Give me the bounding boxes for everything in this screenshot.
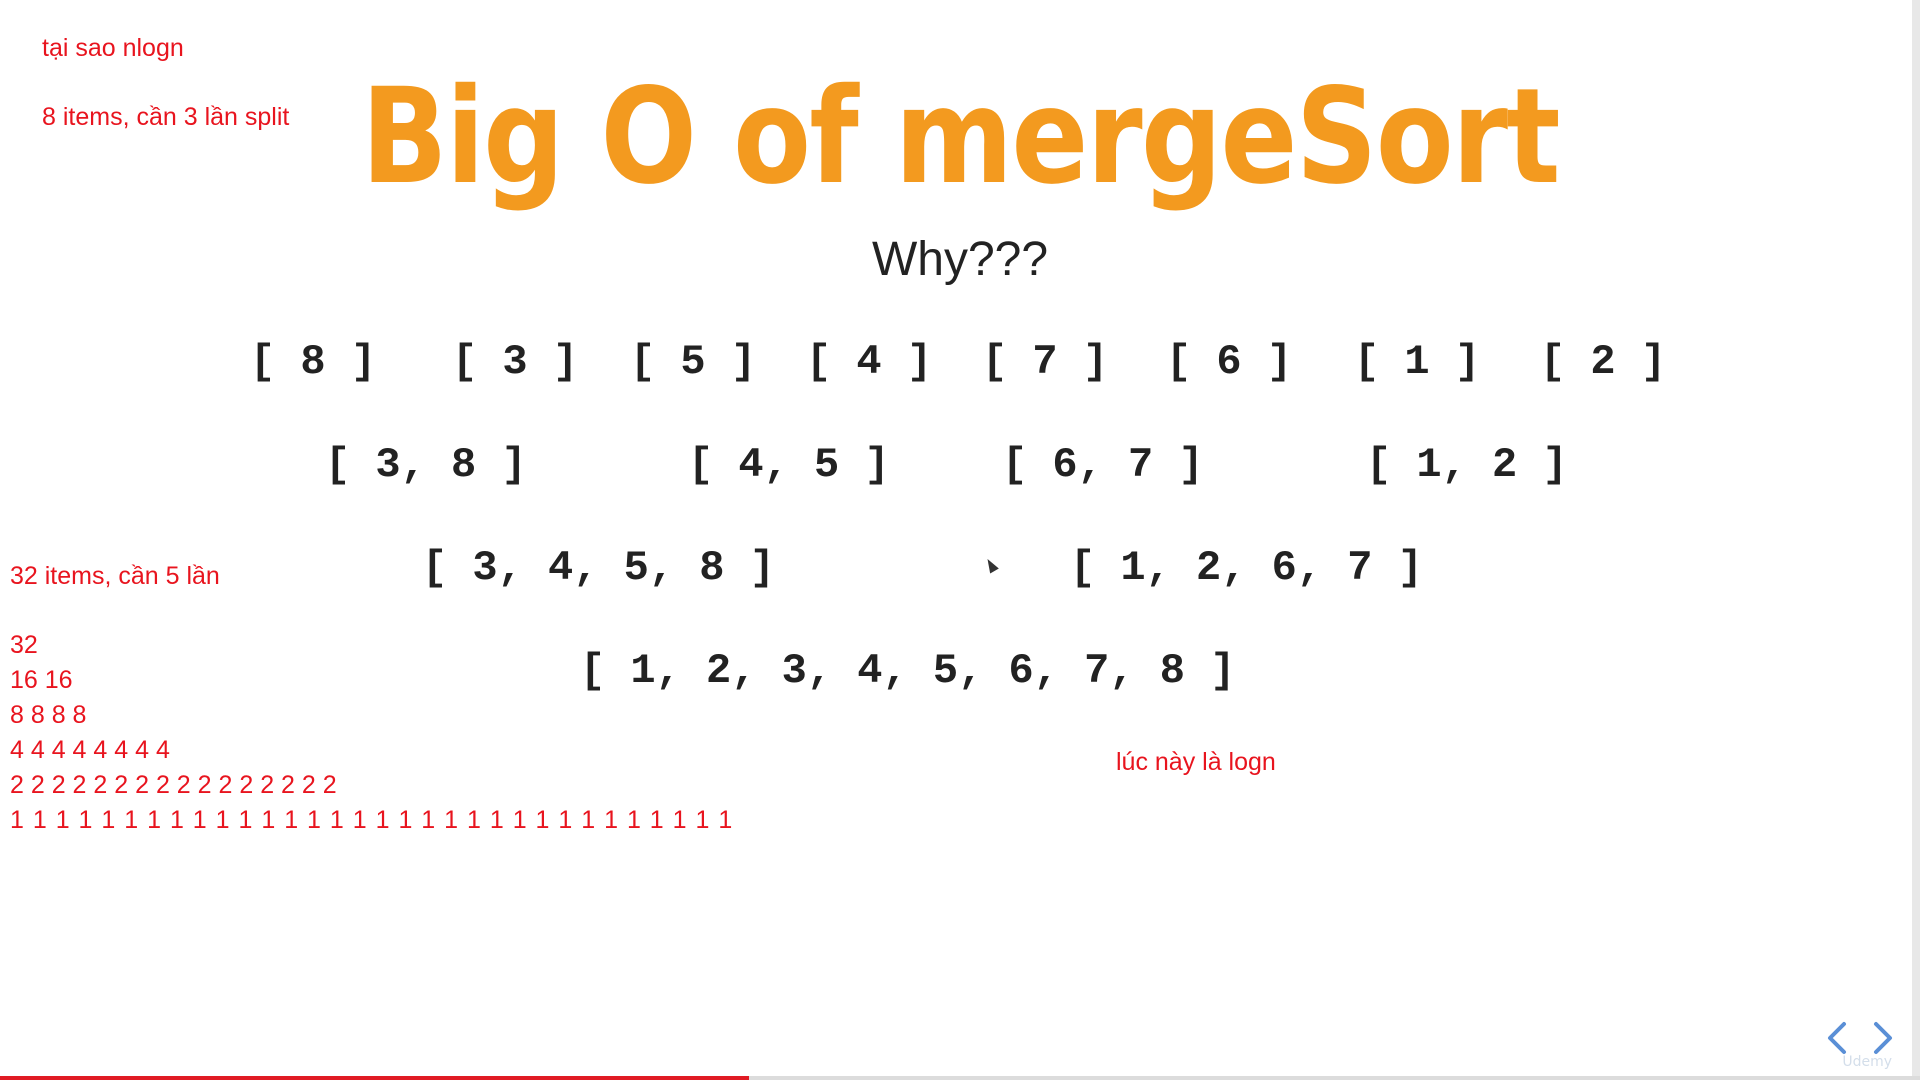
array-group: [ 1, 2 ] (1366, 441, 1568, 489)
array-group: [ 1, 2, 3, 4, 5, 6, 7, 8 ] (580, 647, 1236, 695)
chevron-right-icon (1874, 1022, 1892, 1054)
split-level: 2 2 2 2 2 2 2 2 2 2 2 2 2 2 2 2 (10, 771, 337, 799)
video-progress-fill (0, 1076, 749, 1080)
mouse-cursor-icon (983, 556, 999, 574)
slide-subtitle: Why??? (871, 233, 1049, 286)
slide-title: Big O of mergeSort (361, 60, 1560, 214)
split-level: 32 (10, 631, 38, 659)
udemy-watermark-logo: Udemy (1842, 1054, 1892, 1070)
next-slide-button[interactable] (1868, 1018, 1898, 1058)
array-group: [ 5 ] (630, 338, 757, 386)
array-group: [ 4 ] (806, 338, 933, 386)
array-group: [ 1, 2, 6, 7 ] (1070, 544, 1423, 592)
video-progress-bar[interactable] (0, 1076, 1920, 1080)
note-thirty-two-items: 32 items, cần 5 lần (10, 562, 220, 590)
split-level: 1 1 1 1 1 1 1 1 1 1 1 1 1 1 1 1 1 1 1 1 … (10, 806, 734, 834)
previous-slide-button[interactable] (1822, 1018, 1852, 1058)
array-group: [ 6, 7 ] (1002, 441, 1204, 489)
array-group: [ 7 ] (982, 338, 1109, 386)
note-why-nlogn: tại sao nlogn (42, 34, 184, 62)
array-group: [ 3, 8 ] (325, 441, 527, 489)
note-eight-items: 8 items, cần 3 lần split (42, 103, 290, 131)
split-level: 8 8 8 8 (10, 701, 87, 729)
array-group: [ 1 ] (1354, 338, 1481, 386)
slide-edge (1912, 0, 1920, 1080)
split-level: 16 16 (10, 666, 73, 694)
split-level: 4 4 4 4 4 4 4 4 (10, 736, 170, 764)
array-group: [ 8 ] (250, 338, 377, 386)
chevron-left-icon (1828, 1022, 1846, 1054)
array-group: [ 6 ] (1166, 338, 1293, 386)
array-group: [ 2 ] (1540, 338, 1667, 386)
array-group: [ 4, 5 ] (688, 441, 890, 489)
array-group: [ 3, 4, 5, 8 ] (422, 544, 775, 592)
array-group: [ 3 ] (452, 338, 579, 386)
note-logn: lúc này là logn (1116, 748, 1276, 776)
